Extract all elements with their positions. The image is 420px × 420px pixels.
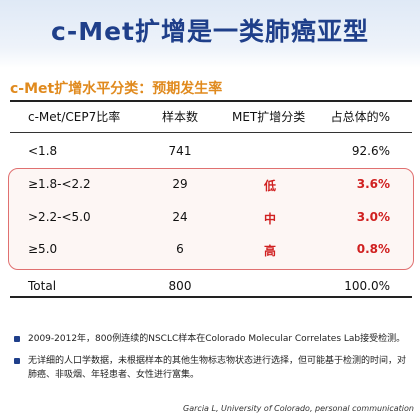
- row-class-high: 高: [263, 244, 276, 258]
- total-label: Total: [28, 279, 57, 293]
- slide-subtitle: c-Met扩增水平分类：预期发生率: [10, 81, 223, 97]
- row-ratio: >2.2-<5.0: [28, 210, 91, 224]
- table-top-rule: [10, 100, 412, 102]
- slide-header-band: [0, 0, 420, 68]
- table-header-rule: [10, 132, 412, 133]
- footer-citation: Garcia L, University of Colorado, person…: [183, 404, 414, 413]
- row-percent: 3.6%: [356, 177, 390, 191]
- total-count: 800: [168, 279, 192, 293]
- note-item: 无详细的人口学数据，未根据样本的其他生物标志物状态进行选择，但可能基于检测的时间…: [14, 354, 410, 382]
- row-ratio: ≥5.0: [28, 242, 58, 256]
- row-percent: 3.0%: [356, 210, 390, 224]
- row-class-medium: 中: [263, 212, 276, 226]
- note-item: 2009-2012年，800例连续的NSCLC样本在Colorado Molec…: [14, 332, 410, 346]
- note-text: 2009-2012年，800例连续的NSCLC样本在Colorado Molec…: [28, 334, 406, 344]
- row-class-low: 低: [263, 179, 276, 193]
- row-ratio: ≥1.8-<2.2: [28, 177, 91, 191]
- row-count: 741: [168, 144, 192, 158]
- note-text: 无详细的人口学数据，未根据样本的其他生物标志物状态进行选择，但可能基于检测的时间…: [28, 356, 407, 380]
- header-sample-count: 样本数: [161, 110, 198, 124]
- slide-title: c-Met扩增是一类肺癌亚型: [51, 17, 369, 46]
- header-ratio: c-Met/CEP7比率: [28, 110, 121, 124]
- bullet-icon: [14, 336, 20, 342]
- amplified-rows-highlight: [8, 168, 414, 270]
- total-percent: 100.0%: [344, 279, 390, 293]
- bullet-icon: [14, 358, 20, 364]
- row-ratio: <1.8: [28, 144, 58, 158]
- header-percent: 占总体的%: [330, 110, 390, 124]
- table-bottom-rule: [10, 296, 412, 298]
- row-percent: 0.8%: [356, 242, 390, 256]
- row-count: 29: [172, 177, 188, 191]
- row-count: 6: [176, 242, 184, 256]
- header-met-class: MET扩增分类: [232, 110, 306, 124]
- row-percent: 92.6%: [351, 144, 390, 158]
- row-count: 24: [172, 210, 188, 224]
